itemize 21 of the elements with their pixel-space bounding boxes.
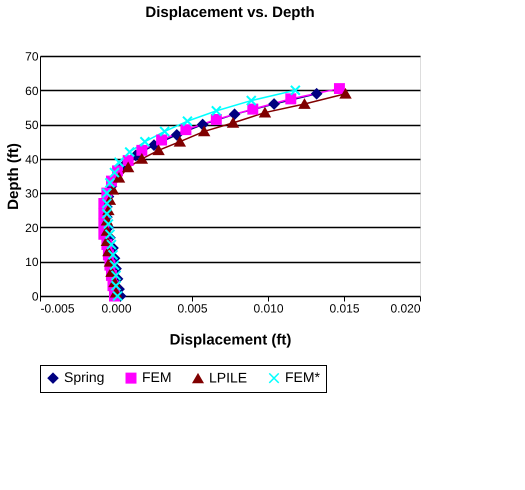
legend-label: LPILE bbox=[209, 369, 248, 386]
y-tick-label: 50 bbox=[25, 118, 39, 132]
x-tick-label: 0.000 bbox=[101, 302, 132, 316]
y-tick-label: 60 bbox=[25, 84, 39, 98]
y-tick-label: 30 bbox=[25, 186, 39, 201]
x-axis-title: Displacement (ft) bbox=[170, 332, 292, 348]
y-axis-title: Depth (ft) bbox=[5, 143, 22, 210]
chart-title: Displacement vs. Depth bbox=[145, 4, 315, 21]
x-tick-label: 0.010 bbox=[253, 302, 284, 316]
x-tick-label: 0.015 bbox=[329, 302, 360, 316]
x-tick-label: -0.005 bbox=[40, 302, 75, 316]
y-tick-label: 40 bbox=[25, 152, 39, 166]
x-tick-label: 0.020 bbox=[390, 302, 421, 316]
legend-label: FEM bbox=[142, 369, 172, 386]
y-tick-label: 0 bbox=[32, 290, 39, 304]
legend-label: FEM* bbox=[285, 369, 321, 386]
x-tick-label: 0.005 bbox=[177, 302, 208, 316]
y-tick-label: 20 bbox=[25, 220, 39, 235]
legend-label: Spring bbox=[64, 369, 104, 386]
y-tick-label: 70 bbox=[25, 50, 39, 64]
y-tick-label: 10 bbox=[25, 255, 39, 270]
